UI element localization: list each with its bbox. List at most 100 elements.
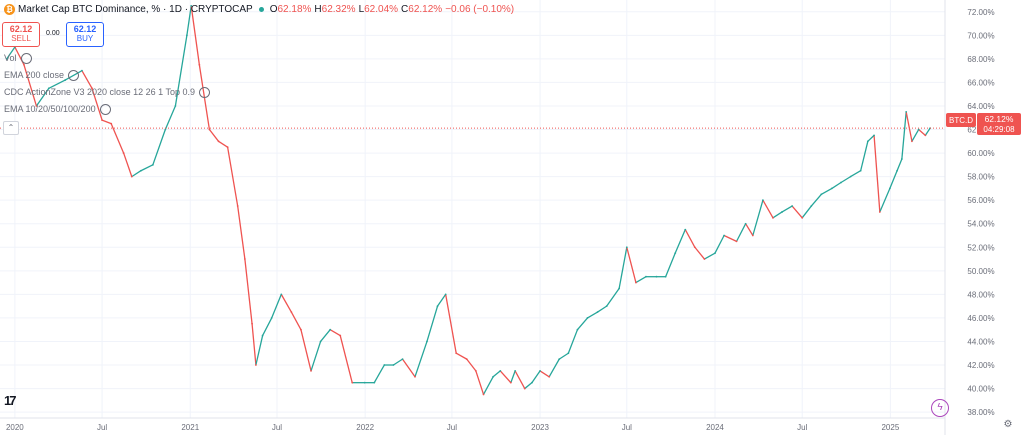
- series-segment: [840, 176, 851, 184]
- data-point: [781, 211, 783, 213]
- data-point: [840, 181, 842, 184]
- y-tick-label: 64.00%: [967, 102, 994, 111]
- data-point: [290, 311, 293, 313]
- data-point: [900, 158, 903, 160]
- series-segment: [704, 252, 716, 260]
- eye-icon[interactable]: [68, 70, 80, 82]
- series-segment: [329, 329, 341, 337]
- indicator-cdc[interactable]: CDC ActionZone V3 2020 close 12 26 1 Top…: [4, 87, 210, 99]
- data-point: [64, 79, 67, 81]
- eye-icon[interactable]: [99, 104, 111, 116]
- data-point: [300, 328, 302, 331]
- data-point: [849, 175, 852, 178]
- series-segment: [226, 147, 239, 207]
- data-point: [280, 293, 283, 296]
- market-status-icon: [258, 7, 264, 12]
- series-segment: [674, 229, 686, 254]
- data-point: [329, 328, 332, 331]
- countdown-tag: 04:29:08: [983, 125, 1015, 134]
- series-segment: [190, 5, 200, 65]
- data-point: [735, 240, 738, 243]
- series-segment: [251, 323, 257, 366]
- indicator-ema200[interactable]: EMA 200 close: [4, 70, 80, 82]
- series-segment: [618, 247, 628, 289]
- series-segment: [791, 205, 803, 219]
- series-segment: [393, 358, 403, 366]
- series-segment: [558, 352, 569, 360]
- indicator-label: Vol: [4, 53, 17, 63]
- data-point: [35, 105, 38, 107]
- series-segment: [905, 111, 913, 142]
- series-segment: [781, 205, 793, 213]
- series-segment: [801, 205, 812, 219]
- series-segment: [320, 329, 331, 342]
- y-tick-label: 38.00%: [967, 408, 994, 417]
- series-segment: [402, 358, 416, 378]
- series-segment: [48, 79, 66, 89]
- data-point: [605, 305, 608, 308]
- data-point: [576, 328, 579, 331]
- gear-icon[interactable]: ⚙: [1003, 419, 1013, 430]
- data-point: [548, 375, 551, 378]
- symbol-tag-bg: [946, 113, 976, 127]
- data-point: [693, 246, 696, 249]
- series-segment: [244, 258, 253, 324]
- data-point: [751, 234, 754, 237]
- eye-icon[interactable]: [20, 53, 32, 65]
- data-point: [873, 134, 875, 137]
- last-value-tag: 62.12%: [985, 114, 1014, 124]
- series-segment: [482, 376, 494, 395]
- series-segment: [924, 127, 931, 136]
- data-point: [474, 370, 477, 372]
- data-point: [101, 119, 103, 122]
- close-value: 62.12%: [408, 4, 443, 16]
- series-segment: [873, 135, 881, 212]
- indicator-ema-ribbon[interactable]: EMA 10/20/50/100/200: [4, 104, 111, 116]
- series-segment: [626, 247, 637, 283]
- y-tick-label: 46.00%: [967, 314, 994, 323]
- data-point: [859, 169, 862, 172]
- buy-button[interactable]: 62.12 BUY: [66, 22, 104, 47]
- data-point: [217, 140, 220, 143]
- data-point: [254, 364, 257, 366]
- y-axis-labels: 38.00% 40.00% 42.00% 44.00% 46.00% 48.00% 50.0…: [967, 8, 994, 417]
- series-segment: [466, 358, 477, 372]
- data-point: [492, 375, 495, 378]
- data-point: [110, 122, 113, 125]
- series-segment: [218, 140, 228, 148]
- data-point: [791, 205, 794, 207]
- series-segment: [280, 294, 292, 313]
- data-point: [820, 193, 823, 196]
- sell-price: 62.12: [9, 24, 33, 34]
- series-segment: [35, 87, 50, 107]
- value-tag-bg: [977, 113, 1021, 135]
- eye-icon[interactable]: [198, 87, 210, 99]
- data-point: [635, 281, 637, 284]
- series-segment: [567, 329, 579, 354]
- data-point: [426, 340, 428, 343]
- indicator-vol[interactable]: Vol: [4, 53, 32, 65]
- series-segment: [752, 199, 764, 236]
- series-segment: [531, 370, 541, 384]
- data-point: [190, 4, 193, 7]
- data-point: [664, 275, 667, 278]
- close-label: C: [401, 4, 409, 16]
- sell-button[interactable]: 62.12 SELL: [2, 22, 40, 47]
- y-tick-label: 40.00%: [967, 385, 994, 394]
- series-segment: [445, 294, 457, 354]
- chevron-up-icon[interactable]: ⌃: [3, 121, 19, 135]
- data-point: [924, 134, 927, 137]
- y-tick-label: 52.00%: [967, 243, 994, 252]
- open-value: 62.18%: [277, 4, 312, 16]
- series-segment: [665, 252, 676, 277]
- symbol-header[interactable]: ₿ Market Cap BTC Dominance, % · 1D · CRYP…: [4, 4, 517, 15]
- symbol-tag: BTC.D: [949, 116, 973, 125]
- data-point: [236, 205, 239, 207]
- tradingview-logo[interactable]: 17: [4, 393, 17, 408]
- x-tick-label: Jul: [272, 423, 282, 432]
- data-point: [151, 163, 154, 166]
- data-point: [586, 317, 589, 319]
- lightning-icon[interactable]: ϟ: [931, 399, 949, 417]
- data-point: [251, 322, 253, 325]
